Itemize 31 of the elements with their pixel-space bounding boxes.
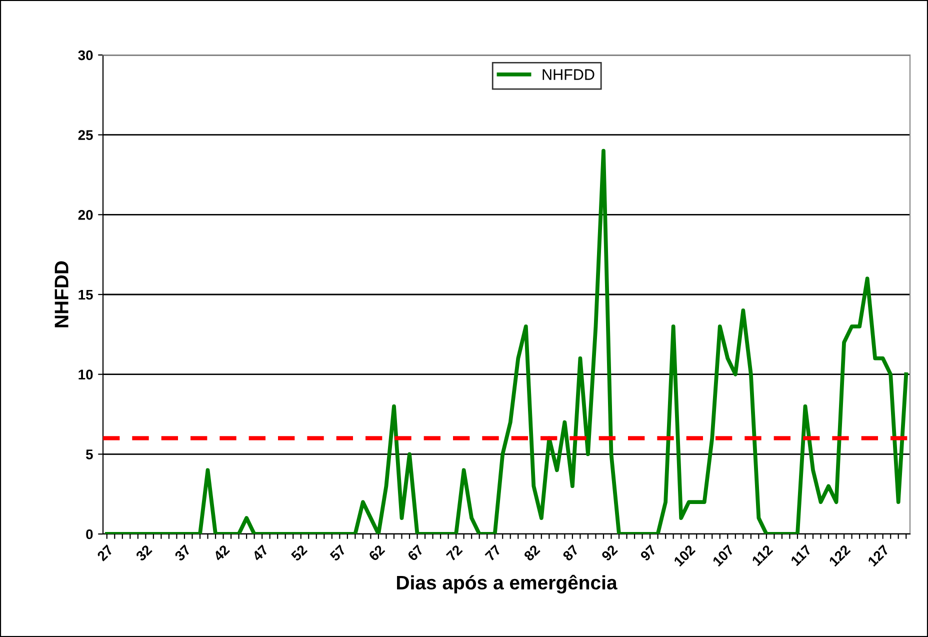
x-tick-label: 42 [212,544,230,562]
y-tick-label: 5 [86,450,93,460]
y-tick-label: 0 [86,529,93,540]
x-tick-label: 72 [446,544,463,562]
y-tick-label: 15 [78,290,93,300]
x-tick-label: 32 [135,544,153,562]
y-axis-title: NHFDD [54,261,68,328]
x-tick-label: 87 [562,544,580,562]
x-tick-label: 47 [252,544,269,562]
x-tick-label: 77 [484,544,502,562]
x-axis-title: Dias após a emergência [397,574,618,594]
x-tick-label: 67 [406,544,424,562]
x-tick-label: 122 [828,544,851,567]
x-tick-label: 62 [368,544,386,562]
y-tick-label: 20 [78,210,93,220]
y-tick-label: 10 [78,370,93,380]
x-tick-label: 82 [523,544,540,562]
x-tick-label: 107 [712,544,734,567]
x-tick-label: 37 [174,544,192,562]
x-tick-label: 117 [790,544,812,566]
x-tick-label: 57 [329,544,346,562]
x-tick-label: 97 [640,544,657,562]
x-tick-label: 112 [751,544,774,566]
x-tick-label: 27 [96,544,114,562]
y-tick-label: 25 [78,130,93,140]
x-tick-label: 127 [867,544,890,567]
x-tick-label: 102 [673,544,696,567]
x-tick-label: 92 [600,544,618,562]
x-tick-label: 52 [290,544,308,562]
legend-label: NHFDD [542,69,594,80]
y-tick-label: 30 [78,50,93,60]
